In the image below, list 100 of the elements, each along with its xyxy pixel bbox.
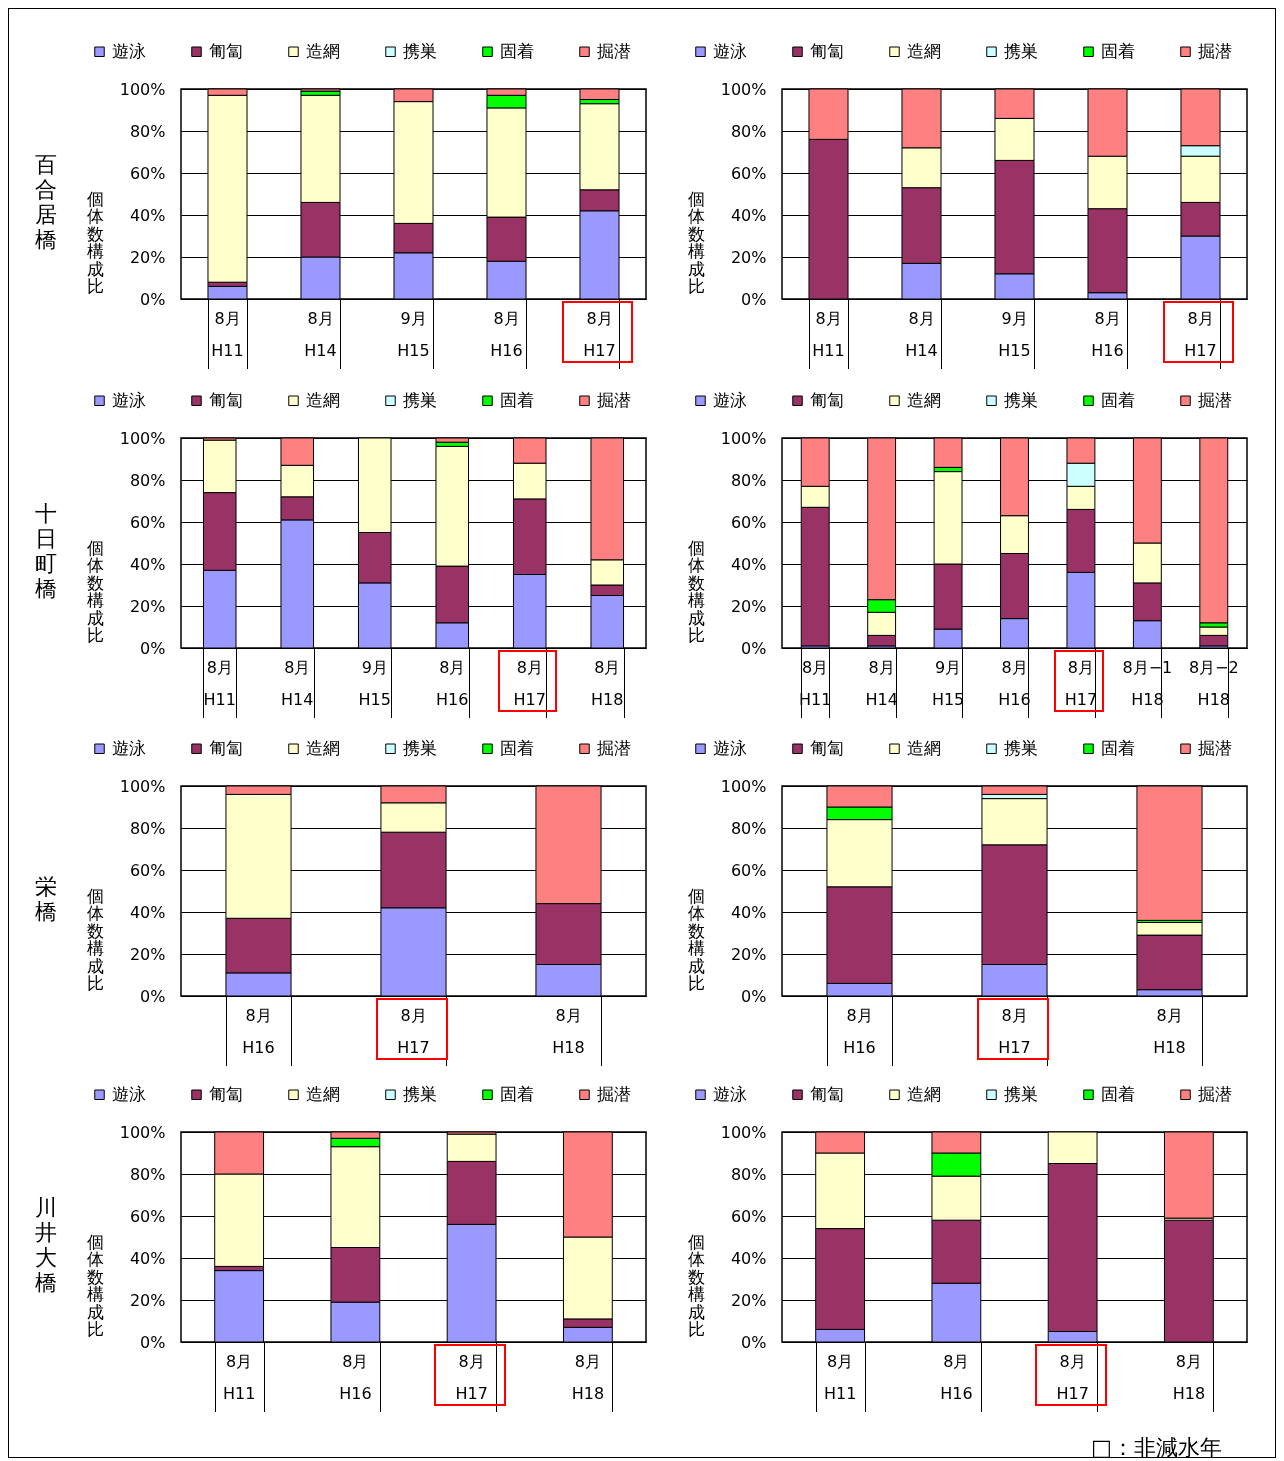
- y-tick-label: 20%: [730, 944, 767, 964]
- legend-label: 匍匐: [209, 737, 243, 758]
- legend-label: 固着: [500, 1083, 534, 1104]
- legend-label: 造網: [306, 40, 340, 61]
- legend-label: 造網: [907, 40, 941, 61]
- x-tick-label: 8月 H17: [1056, 1352, 1089, 1403]
- y-axis-title: 個体数構成比: [87, 188, 104, 296]
- text: 栄橋: [34, 874, 58, 924]
- y-tick-label: 20%: [129, 247, 166, 267]
- legend-label: 掘潜: [1198, 40, 1232, 61]
- x-tick-label: 8月 H14: [905, 309, 938, 360]
- legend-label: 遊泳: [112, 737, 146, 758]
- legend-label: 造網: [306, 389, 340, 410]
- y-axis-title: 個体数構成比: [688, 885, 705, 993]
- x-tick-label: 8月 H18: [552, 1006, 585, 1057]
- legend-label: 掘潜: [1198, 389, 1232, 410]
- legend-label: 匍匐: [209, 1083, 243, 1104]
- y-tick-label: 40%: [129, 902, 166, 922]
- y-tick-label: 20%: [129, 944, 166, 964]
- y-tick-label: 80%: [129, 470, 166, 490]
- y-tick-label: 80%: [129, 121, 166, 141]
- legend-label: 匍匐: [810, 389, 844, 410]
- y-tick-label: 20%: [730, 596, 767, 616]
- y-tick-label: 20%: [730, 1290, 767, 1310]
- legend-label: 携巣: [1004, 389, 1038, 410]
- legend-label: 固着: [1101, 1083, 1135, 1104]
- x-tick-label: 8月 H17: [513, 658, 546, 709]
- y-tick-label: 80%: [129, 818, 166, 838]
- y-tick-label: 0%: [741, 638, 767, 658]
- x-tick-label: 8月 H18: [591, 658, 624, 709]
- x-tick-label: 8月 H16: [490, 309, 523, 360]
- y-axis-title: 個体数構成比: [87, 885, 104, 993]
- legend-label: 携巣: [403, 389, 437, 410]
- y-tick-label: 0%: [140, 638, 166, 658]
- y-tick-label: 20%: [129, 596, 166, 616]
- legend-label: 固着: [500, 389, 534, 410]
- y-tick-label: 60%: [129, 860, 166, 880]
- y-tick-label: 0%: [140, 289, 166, 309]
- legend-label: 遊泳: [713, 737, 747, 758]
- legend-label: 掘潜: [1198, 737, 1232, 758]
- y-axis-title: 個体数構成比: [688, 537, 705, 645]
- x-tick-label: 9月 H15: [397, 309, 430, 360]
- x-tick-label: 8月 H17: [455, 1352, 488, 1403]
- y-tick-label: 0%: [741, 986, 767, 1006]
- y-tick-label: 20%: [129, 1290, 166, 1310]
- legend-label: 掘潜: [597, 40, 631, 61]
- x-tick-label: 8月 H14: [281, 658, 314, 709]
- legend-label: 造網: [907, 389, 941, 410]
- legend-label: 携巣: [1004, 1083, 1038, 1104]
- x-tick-label: 8月 H14: [865, 658, 898, 709]
- legend-label: 遊泳: [112, 389, 146, 410]
- y-tick-label: 0%: [140, 1332, 166, 1352]
- x-tick-label: 8月 H17: [998, 1006, 1031, 1057]
- legend-label: 遊泳: [112, 40, 146, 61]
- y-tick-label: 60%: [129, 163, 166, 183]
- legend-label: 携巣: [403, 737, 437, 758]
- legend-label: 造網: [306, 1083, 340, 1104]
- y-tick-label: 0%: [140, 986, 166, 1006]
- legend-label: 遊泳: [713, 1083, 747, 1104]
- x-tick-label: 8月 H11: [203, 658, 236, 709]
- y-tick-label: 100%: [720, 776, 767, 796]
- legend-label: 匍匐: [810, 1083, 844, 1104]
- x-tick-label: 8月 H11: [222, 1352, 256, 1403]
- legend-label: 携巣: [403, 1083, 437, 1104]
- x-tick-label: 8月 H11: [812, 309, 845, 360]
- legend-label: 造網: [907, 1083, 941, 1104]
- x-tick-label: 9月 H15: [358, 658, 391, 709]
- y-tick-label: 60%: [730, 1206, 767, 1226]
- x-tick-label: 8月 H16: [940, 1352, 973, 1403]
- legend-label: 匍匐: [810, 737, 844, 758]
- y-tick-label: 40%: [730, 1248, 767, 1268]
- y-tick-label: 80%: [730, 470, 767, 490]
- y-tick-label: 60%: [730, 512, 767, 532]
- legend-label: 固着: [1101, 40, 1135, 61]
- y-axis-title: 個体数構成比: [688, 188, 705, 296]
- y-tick-label: 0%: [741, 289, 767, 309]
- text: 十日町橋: [34, 501, 58, 601]
- y-tick-label: 60%: [730, 163, 767, 183]
- y-tick-label: 100%: [119, 428, 166, 448]
- y-tick-label: 40%: [730, 902, 767, 922]
- y-axis-title: 個体数構成比: [87, 1231, 104, 1339]
- x-tick-label: 8月 H18: [571, 1352, 605, 1403]
- y-tick-label: 80%: [730, 818, 767, 838]
- legend-label: 匍匐: [209, 389, 243, 410]
- y-tick-label: 0%: [741, 1332, 767, 1352]
- legend-label: 掘潜: [597, 737, 631, 758]
- y-axis-title: 個体数構成比: [87, 537, 104, 645]
- legend-label: 固着: [500, 40, 534, 61]
- y-tick-label: 60%: [129, 1206, 166, 1226]
- y-tick-label: 80%: [730, 121, 767, 141]
- legend-label: 掘潜: [1198, 1083, 1232, 1104]
- y-tick-label: 100%: [720, 428, 767, 448]
- y-tick-label: 40%: [129, 1248, 166, 1268]
- x-tick-label: 8月 H16: [339, 1352, 372, 1403]
- legend-label: 固着: [1101, 737, 1135, 758]
- legend-label: 遊泳: [112, 1083, 146, 1104]
- y-axis-title: 個体数構成比: [688, 1231, 705, 1339]
- x-tick-label: 8月 H17: [1184, 309, 1217, 360]
- y-tick-label: 20%: [730, 247, 767, 267]
- legend-label: 携巣: [1004, 737, 1038, 758]
